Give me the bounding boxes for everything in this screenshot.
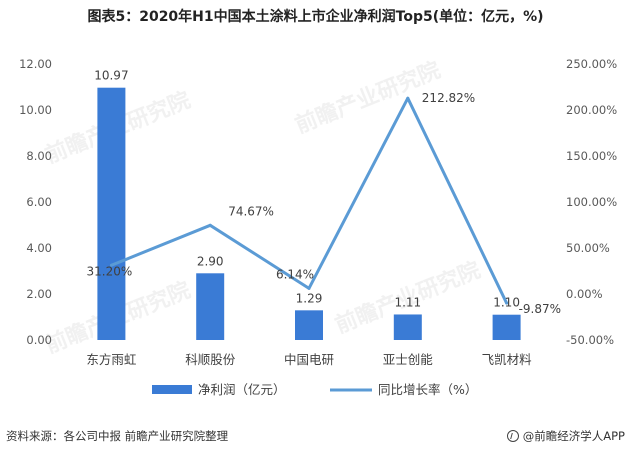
right-axis-tick-label: 0.00%	[566, 287, 603, 301]
bar-data-label: 1.11	[394, 295, 421, 309]
left-axis-tick-label: 8.00	[26, 149, 52, 163]
category-label: 中国电研	[284, 352, 334, 367]
bar-data-label: 10.97	[94, 69, 128, 83]
right-axis-tick-label: 50.00%	[566, 241, 610, 255]
right-axis-tick-label: 200.00%	[566, 103, 617, 117]
line-data-label: 212.82%	[422, 91, 475, 105]
left-axis-tick-label: 10.00	[19, 103, 52, 117]
category-label: 飞凯材料	[482, 352, 533, 367]
bar	[97, 87, 126, 340]
legend-label: 同比增长率（%）	[378, 382, 477, 397]
category-label: 亚士创能	[383, 352, 434, 367]
growth-rate-point	[406, 96, 410, 100]
bar-data-label: 1.10	[493, 296, 520, 310]
left-axis-tick-label: 0.00	[26, 333, 52, 347]
category-label: 东方雨虹	[86, 352, 137, 367]
bar-data-label: 1.29	[296, 291, 323, 305]
left-axis-tick-label: 2.00	[26, 287, 52, 301]
bar	[196, 273, 225, 340]
right-axis-tick-label: 250.00%	[566, 57, 617, 71]
bar-data-label: 2.90	[197, 254, 224, 268]
combo-chart: 0.00 2.00 4.00 6.00 8.00 10.00 12.00 -50.00% 0.…	[19, 57, 617, 397]
line-data-label: 6.14%	[276, 267, 314, 281]
growth-rate-point	[109, 263, 113, 267]
bar	[295, 310, 323, 340]
chart-title: 图表5：2020年H1中国本土涂料上市企业净利润Top5(单位：亿元，%)	[87, 9, 544, 25]
right-axis-tick-label: -50.00%	[566, 333, 614, 347]
legend-label: 净利润（亿元）	[198, 382, 286, 397]
line-data-label: -9.87%	[519, 302, 561, 316]
right-axis-tick-label: 150.00%	[566, 149, 617, 163]
growth-rate-point	[208, 223, 212, 227]
category-label: 科顺股份	[185, 352, 236, 367]
brand-credit: @前瞻经济学人APP	[506, 428, 625, 444]
bar	[492, 314, 521, 340]
legend-swatch-bar	[152, 385, 192, 394]
left-axis-tick-label: 12.00	[19, 57, 52, 71]
line-data-label: 74.67%	[228, 204, 274, 218]
brand-logo-icon	[506, 430, 519, 442]
bar	[393, 314, 422, 340]
right-axis-tick-label: 100.00%	[566, 195, 617, 209]
brand-text: @前瞻经济学人APP	[522, 429, 625, 443]
left-axis-tick-label: 4.00	[26, 241, 52, 255]
source-note: 资料来源：各公司中报 前瞻产业研究院整理	[6, 429, 229, 443]
left-axis-tick-label: 6.00	[26, 195, 52, 209]
growth-rate-point	[505, 301, 509, 305]
growth-rate-point	[307, 286, 311, 290]
line-data-label: 31.20%	[87, 264, 133, 278]
